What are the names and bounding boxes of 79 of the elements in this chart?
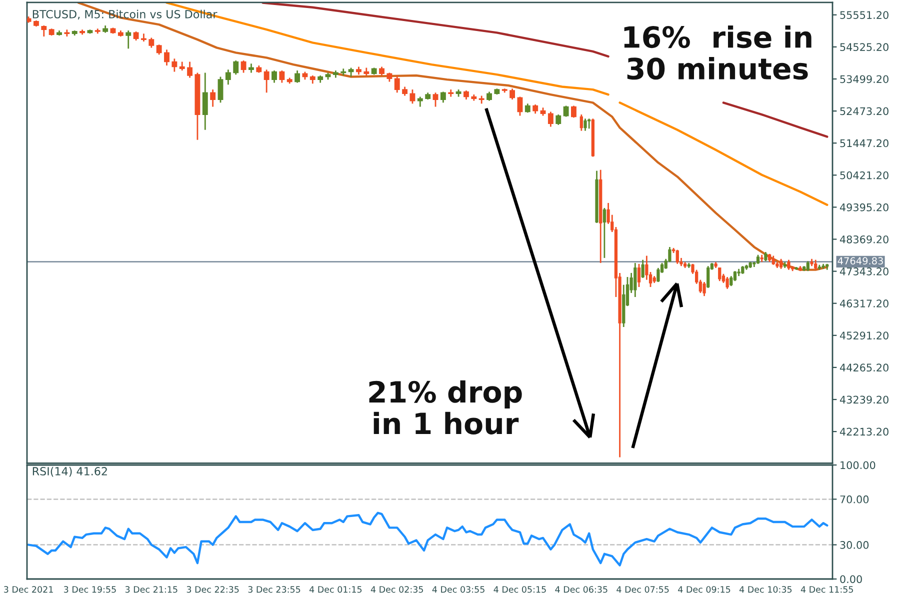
y-tick-label: 0.00: [840, 575, 862, 584]
annotation: 16% rise in 30 minutes: [624, 26, 812, 80]
chart-title: RSI(14) 41.62: [32, 466, 107, 477]
candlestick: [202, 72, 208, 131]
x-tick-label: 4 Dec 09:15: [678, 586, 730, 593]
candlestick: [756, 254, 760, 265]
candlestick: [440, 91, 446, 104]
annotation: 21% drop in 1 hour: [369, 380, 522, 434]
candlestick: [510, 88, 516, 100]
candlestick: [156, 44, 162, 56]
candlestick: [133, 30, 139, 42]
candlestick: [240, 60, 246, 74]
candlestick: [548, 111, 554, 128]
candlestick: [172, 58, 178, 72]
y-tick-label: 44265.20: [840, 364, 888, 372]
x-tick-label: 4 Dec 06:35: [555, 586, 608, 593]
candlestick: [218, 76, 224, 104]
candlestick: [556, 114, 562, 126]
candlestick: [524, 102, 530, 114]
x-tick-label: 3 Dec 23:55: [248, 586, 300, 593]
candlestick: [294, 70, 300, 84]
x-tick-label: 3 Dec 21:15: [125, 586, 178, 593]
y-tick-label: 49395.20: [840, 203, 888, 212]
x-tick-label: 4 Dec 10:35: [739, 586, 792, 593]
x-tick-label: 4 Dec 02:35: [370, 586, 423, 593]
line-series: [27, 512, 828, 566]
candlestick: [272, 70, 277, 84]
candlestick: [517, 96, 523, 116]
x-tick-label: 4 Dec 05:15: [494, 586, 546, 593]
candlestick: [187, 61, 193, 78]
candlestick: [41, 24, 47, 38]
candlestick: [563, 105, 569, 118]
candlestick: [571, 105, 576, 118]
y-tick-label: 48369.20: [840, 235, 888, 244]
y-tick-label: 30.00: [840, 541, 869, 549]
y-tick-label: 100.00: [840, 461, 876, 470]
candlestick: [264, 68, 270, 94]
x-tick-label: 3 Dec 2021: [4, 586, 53, 593]
ref-line-label: 47649.83: [838, 257, 883, 265]
candlestick: [394, 74, 400, 94]
candlestick: [233, 60, 239, 76]
candlestick: [279, 70, 285, 84]
y-tick-label: 50421.20: [840, 171, 888, 180]
candlestick: [779, 258, 783, 270]
candlestick: [164, 48, 170, 66]
candlestick: [225, 68, 231, 86]
candlestick: [602, 207, 606, 259]
candlestick: [348, 67, 354, 78]
x-tick-label: 3 Dec 19:55: [64, 586, 116, 593]
x-tick-label: 4 Dec 03:55: [432, 586, 484, 593]
y-tick-label: 43239.20: [840, 396, 888, 404]
y-tick-label: 51447.20: [840, 139, 888, 148]
candlestick: [148, 37, 154, 48]
y-tick-label: 70.00: [840, 495, 869, 504]
x-tick-label: 3 Dec 22:35: [186, 586, 239, 593]
y-tick-label: 54525.20: [840, 43, 888, 52]
candlestick: [402, 86, 408, 97]
candlestick: [733, 270, 737, 282]
candlestick: [432, 92, 438, 108]
y-tick-label: 52473.20: [840, 107, 888, 116]
candlestick: [410, 88, 416, 104]
candlestick: [637, 263, 641, 288]
x-tick-label: 4 Dec 07:55: [616, 586, 669, 593]
x-tick-label: 4 Dec 01:15: [309, 586, 362, 593]
candlestick: [248, 62, 254, 74]
candlestick: [210, 88, 216, 108]
x-tick-label: 4 Dec 11:55: [800, 586, 853, 593]
y-tick-label: 53499.20: [840, 75, 888, 84]
y-tick-label: 45291.20: [840, 332, 888, 340]
y-tick-label: 46317.20: [840, 300, 888, 308]
candlestick: [532, 104, 538, 114]
candlestick: [126, 30, 132, 50]
y-tick-label: 47343.20: [840, 268, 888, 276]
y-tick-label: 42213.20: [840, 428, 888, 436]
candlestick: [417, 96, 423, 108]
y-tick-label: 55551.20: [840, 11, 888, 19]
candlestick: [464, 90, 469, 100]
candlestick: [386, 72, 392, 82]
candlestick: [486, 91, 492, 102]
